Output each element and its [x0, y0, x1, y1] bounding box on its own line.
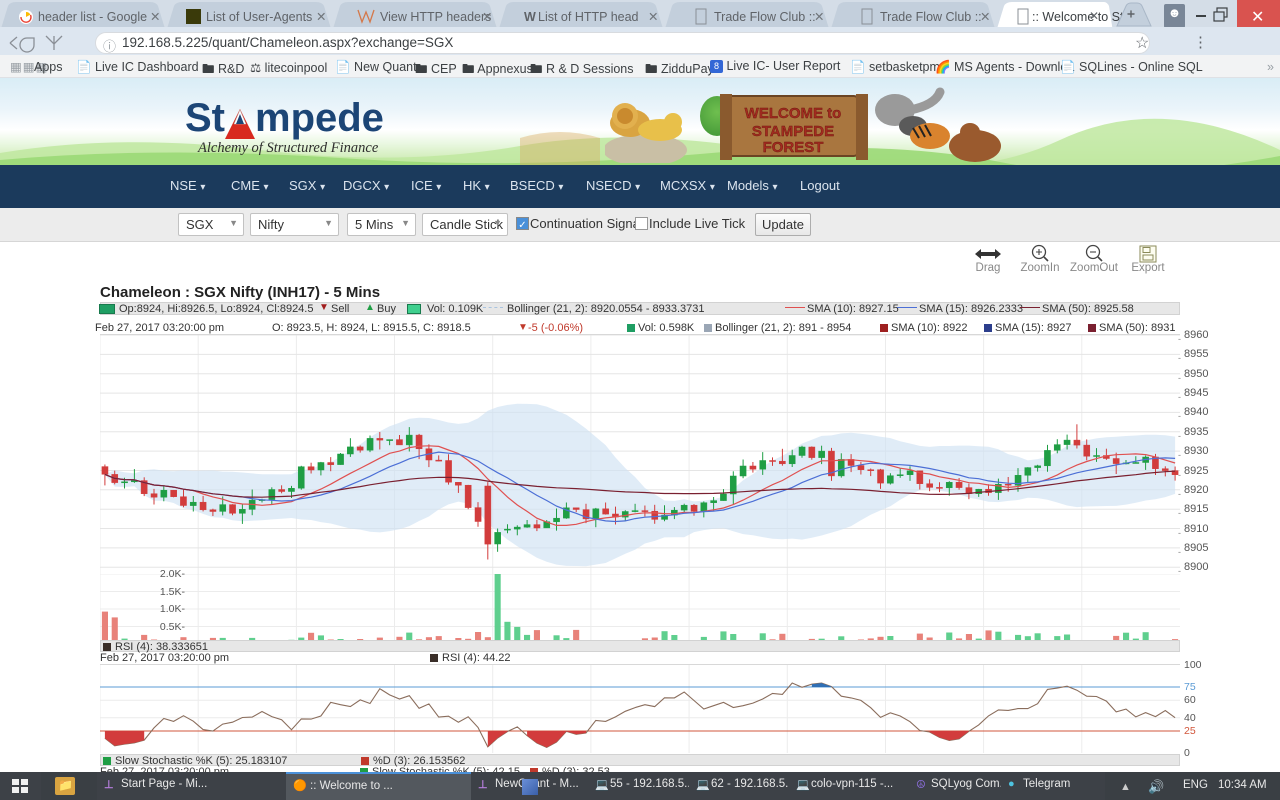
svg-text:Trade Flow Club ::: Trade Flow Club :: [714, 10, 816, 24]
svg-text:✕: ✕ [316, 10, 326, 24]
svg-text:STAMPEDE: STAMPEDE [752, 123, 834, 140]
svg-text:Trade Flow Club ::: Trade Flow Club :: [880, 10, 982, 24]
svg-text:View HTTP headers: View HTTP headers [380, 10, 491, 24]
svg-text:✕: ✕ [814, 10, 824, 24]
svg-text:List of HTTP head: List of HTTP head [538, 10, 639, 24]
svg-text:FOREST: FOREST [763, 139, 824, 156]
svg-text:✕: ✕ [482, 10, 492, 24]
svg-text:header list - Google: header list - Google [38, 10, 147, 24]
svg-text:✕: ✕ [648, 10, 658, 24]
svg-text:✕: ✕ [150, 10, 160, 24]
svg-text:List of User-Agents: List of User-Agents [206, 10, 312, 24]
svg-text:✕: ✕ [980, 10, 990, 24]
svg-text:W: W [524, 10, 536, 24]
svg-text:WELCOME to: WELCOME to [745, 105, 842, 122]
